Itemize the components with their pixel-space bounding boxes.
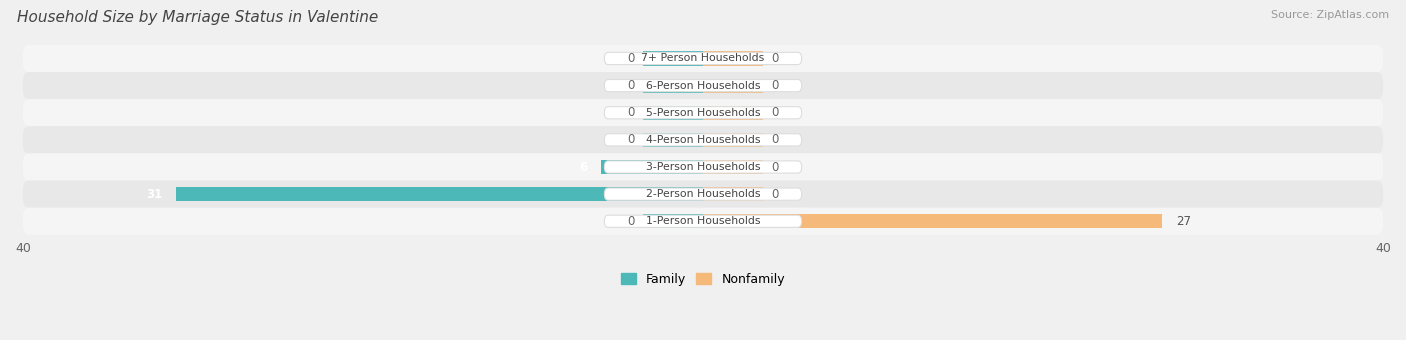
Bar bbox=[703, 214, 1161, 228]
FancyBboxPatch shape bbox=[22, 72, 1384, 99]
Bar bbox=[176, 187, 703, 201]
FancyBboxPatch shape bbox=[605, 52, 801, 65]
Bar bbox=[644, 79, 703, 93]
Bar bbox=[703, 133, 762, 147]
FancyBboxPatch shape bbox=[605, 215, 801, 227]
Text: Source: ZipAtlas.com: Source: ZipAtlas.com bbox=[1271, 10, 1389, 20]
Text: 27: 27 bbox=[1175, 215, 1191, 228]
Bar bbox=[644, 51, 703, 66]
Text: 0: 0 bbox=[627, 79, 636, 92]
FancyBboxPatch shape bbox=[22, 153, 1384, 181]
Text: 6-Person Households: 6-Person Households bbox=[645, 81, 761, 91]
Bar bbox=[703, 187, 762, 201]
Bar bbox=[600, 160, 703, 174]
Text: 0: 0 bbox=[627, 215, 636, 228]
FancyBboxPatch shape bbox=[22, 45, 1384, 72]
Text: 5-Person Households: 5-Person Households bbox=[645, 108, 761, 118]
Text: 4-Person Households: 4-Person Households bbox=[645, 135, 761, 145]
Text: 0: 0 bbox=[627, 52, 636, 65]
Text: 2-Person Households: 2-Person Households bbox=[645, 189, 761, 199]
Bar bbox=[644, 133, 703, 147]
FancyBboxPatch shape bbox=[22, 208, 1384, 235]
Text: 1-Person Households: 1-Person Households bbox=[645, 216, 761, 226]
Bar bbox=[644, 106, 703, 120]
Text: 6: 6 bbox=[579, 160, 588, 173]
Bar bbox=[703, 160, 762, 174]
Text: 31: 31 bbox=[146, 188, 162, 201]
Bar bbox=[703, 79, 762, 93]
FancyBboxPatch shape bbox=[22, 126, 1384, 153]
FancyBboxPatch shape bbox=[605, 134, 801, 146]
FancyBboxPatch shape bbox=[605, 161, 801, 173]
Bar bbox=[703, 106, 762, 120]
Text: Household Size by Marriage Status in Valentine: Household Size by Marriage Status in Val… bbox=[17, 10, 378, 25]
Text: 0: 0 bbox=[627, 133, 636, 147]
Legend: Family, Nonfamily: Family, Nonfamily bbox=[621, 273, 785, 286]
Text: 3-Person Households: 3-Person Households bbox=[645, 162, 761, 172]
Text: 7+ Person Households: 7+ Person Households bbox=[641, 53, 765, 64]
Bar bbox=[703, 51, 762, 66]
Text: 0: 0 bbox=[627, 106, 636, 119]
FancyBboxPatch shape bbox=[605, 107, 801, 119]
Text: 0: 0 bbox=[770, 79, 779, 92]
Text: 0: 0 bbox=[770, 188, 779, 201]
Text: 0: 0 bbox=[770, 52, 779, 65]
FancyBboxPatch shape bbox=[22, 99, 1384, 126]
Text: 0: 0 bbox=[770, 133, 779, 147]
FancyBboxPatch shape bbox=[605, 80, 801, 92]
FancyBboxPatch shape bbox=[605, 188, 801, 200]
Text: 0: 0 bbox=[770, 160, 779, 173]
Bar bbox=[644, 214, 703, 228]
FancyBboxPatch shape bbox=[22, 181, 1384, 208]
Text: 0: 0 bbox=[770, 106, 779, 119]
